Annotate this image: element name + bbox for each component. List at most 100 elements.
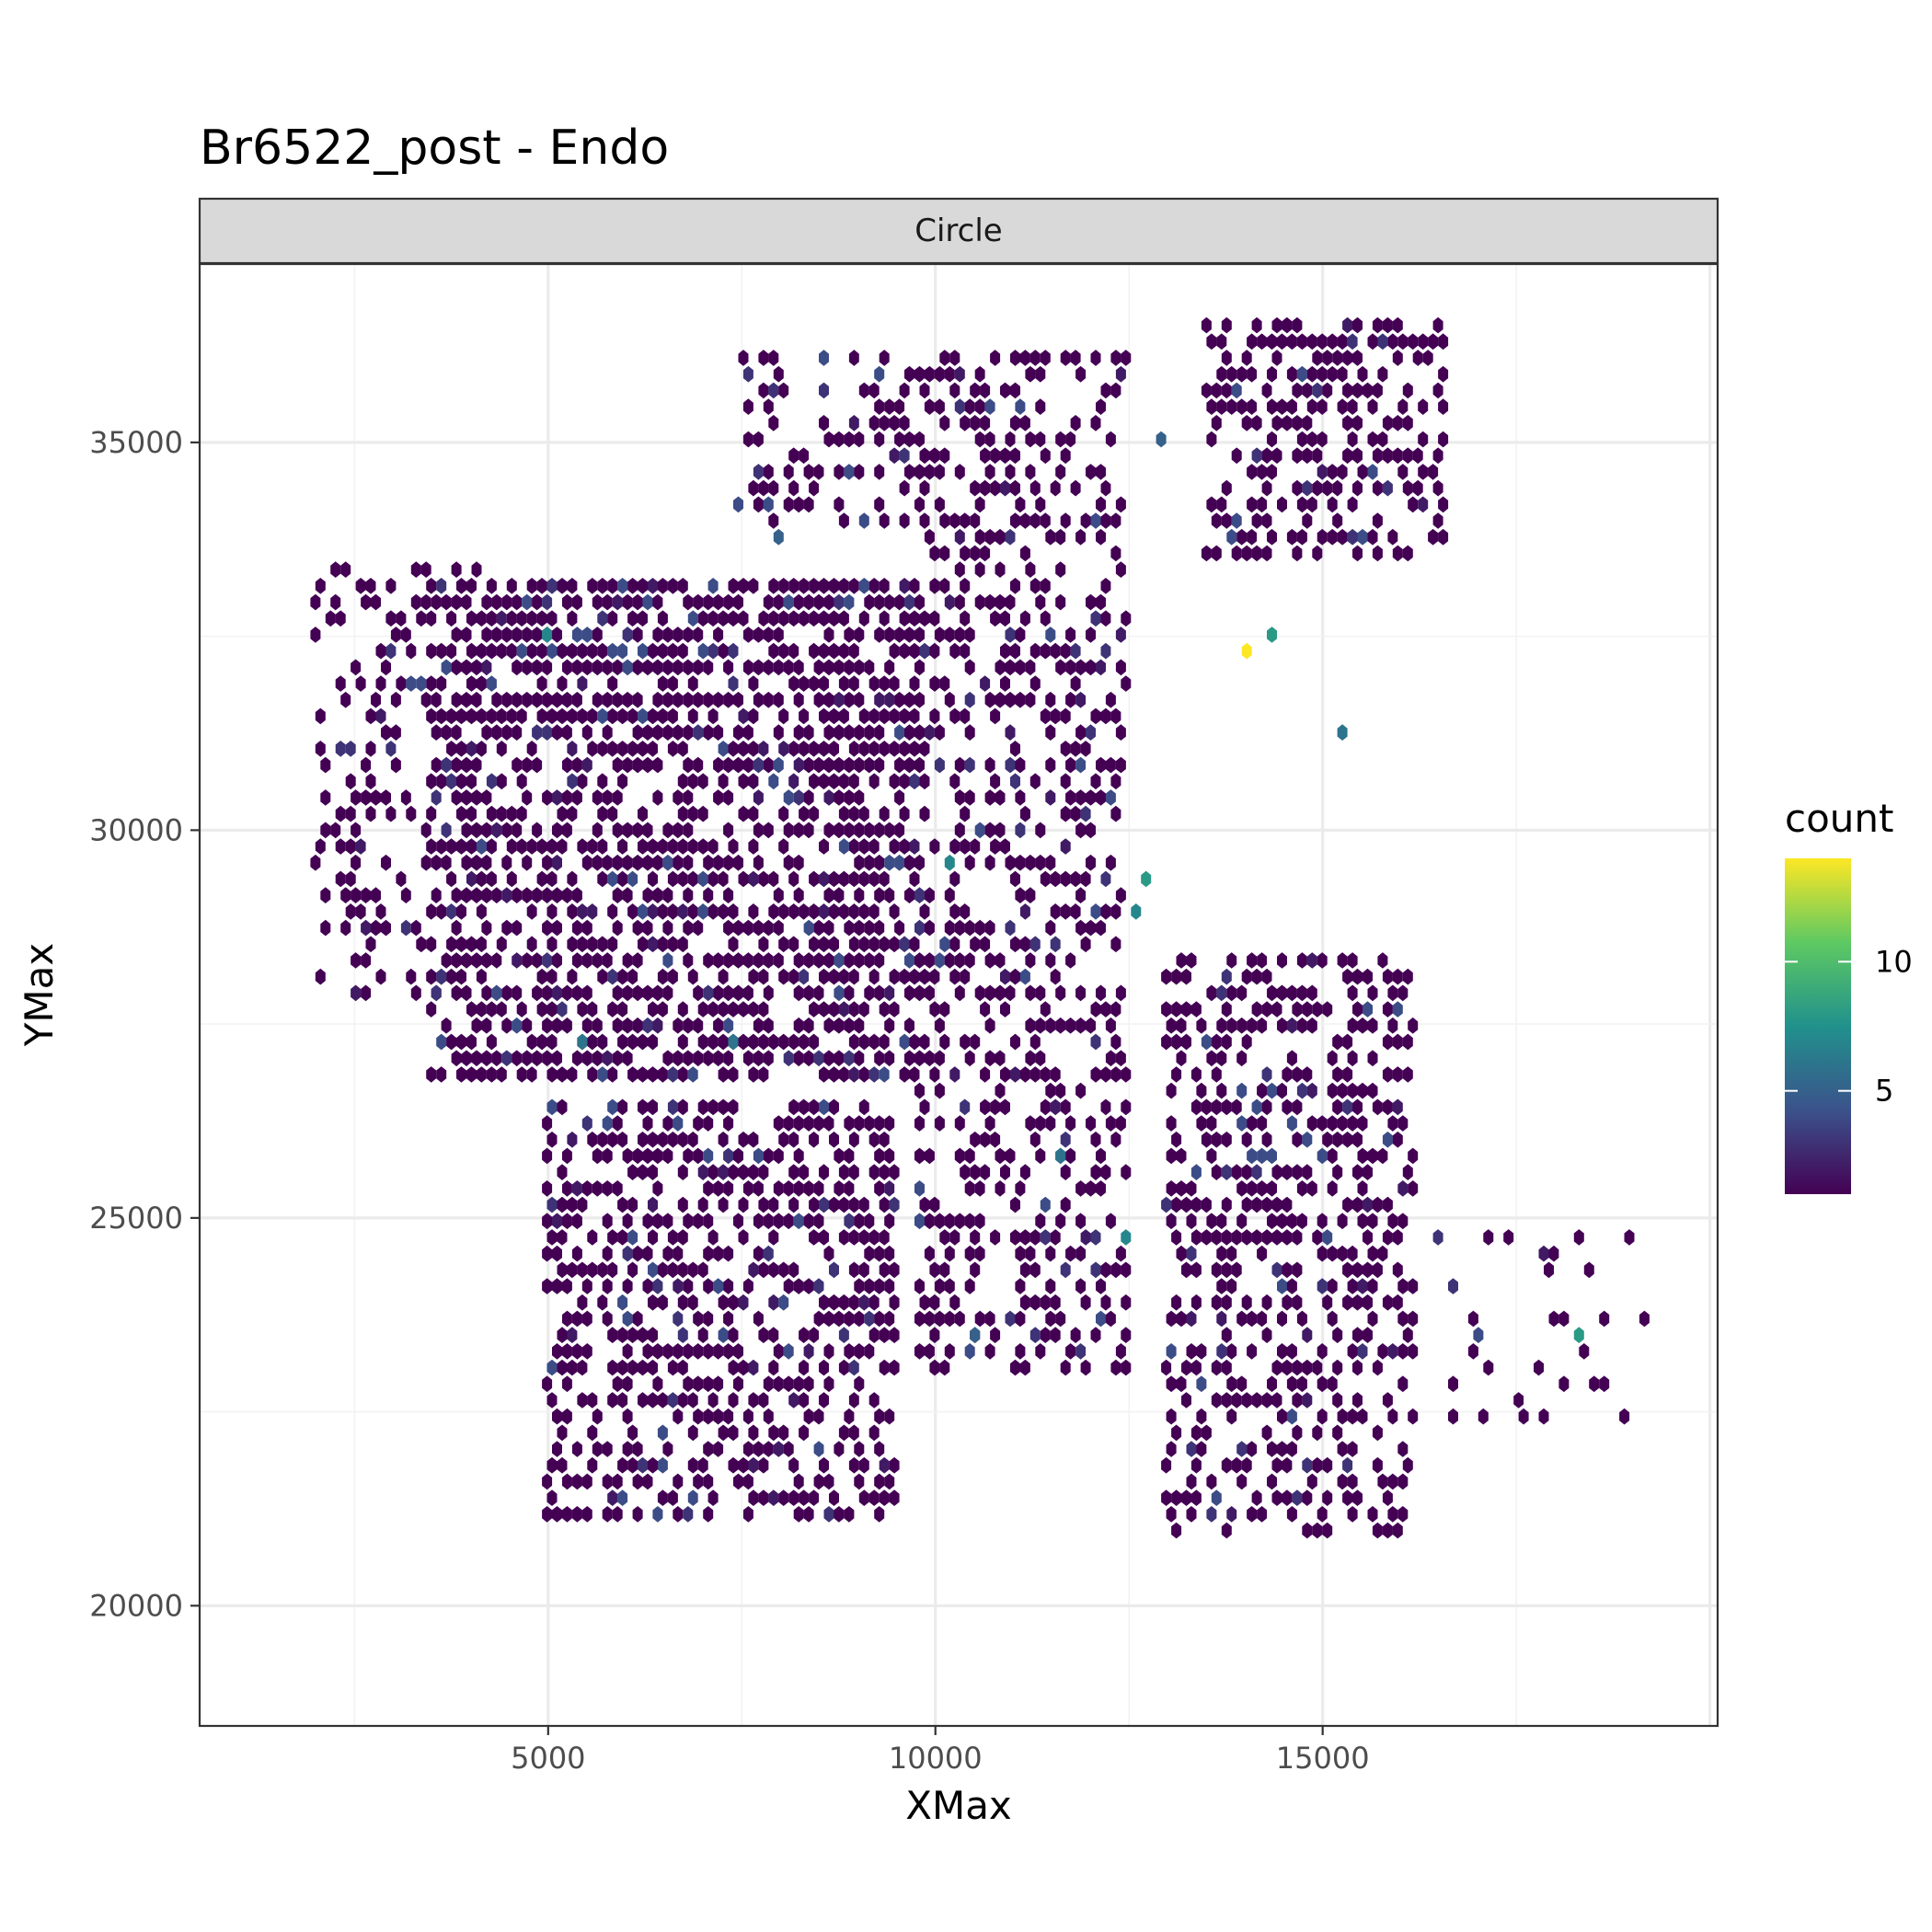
hex-bin [1055, 593, 1066, 611]
hex-bin [1236, 398, 1248, 415]
hex-bin [622, 854, 633, 871]
hex-bin [632, 1245, 643, 1262]
hex-bin [803, 1506, 814, 1523]
hex-bin [848, 1359, 859, 1376]
hex-bin [899, 578, 910, 594]
hex-bin [874, 984, 885, 1002]
hex-bin [1029, 642, 1041, 660]
hex-bin [627, 1261, 638, 1279]
hex-bin [949, 512, 960, 529]
hex-bin [1211, 1294, 1222, 1311]
hex-bin [995, 789, 1006, 806]
hex-bin [648, 1261, 658, 1279]
hex-bin [587, 936, 598, 953]
hex-bin [381, 659, 391, 676]
hex-bin [1000, 479, 1010, 497]
hex-bin [758, 741, 769, 757]
hex-bin [677, 578, 688, 594]
hex-bin [884, 1245, 895, 1262]
hex-bin [1080, 805, 1091, 822]
hex-bin [1115, 1115, 1126, 1132]
hex-bin [1282, 316, 1293, 334]
hex-bin [522, 627, 533, 643]
hex-bin [451, 887, 462, 903]
hex-bin [889, 1327, 900, 1343]
hex-bin [667, 1066, 678, 1083]
hex-bin [1317, 1147, 1328, 1165]
hex-bin [1352, 1294, 1363, 1311]
hex-bin [868, 870, 880, 888]
hex-bin [1115, 365, 1126, 383]
hex-bin [783, 1278, 794, 1294]
hex-bin [602, 1310, 613, 1328]
hex-bin [960, 805, 971, 822]
hex-bin [838, 1294, 849, 1311]
hex-bin [919, 903, 930, 920]
hex-bin [546, 1359, 558, 1376]
hex-bin [1267, 1147, 1277, 1165]
hex-bin [874, 691, 885, 708]
hex-bin [914, 952, 925, 969]
hex-bin [713, 1017, 724, 1034]
hex-bin [788, 773, 799, 790]
hex-bin [648, 1131, 658, 1148]
hex-bin [1060, 773, 1071, 790]
hex-bin [848, 968, 859, 985]
hex-bin [1166, 1017, 1177, 1034]
hex-bin [1392, 1294, 1403, 1311]
hex-bin [799, 1392, 810, 1409]
hex-bin [612, 1180, 623, 1197]
hex-bin [1548, 1310, 1559, 1328]
hex-bin [738, 870, 749, 888]
hex-bin [648, 1098, 658, 1116]
hex-bin [763, 1441, 774, 1457]
hex-bin [617, 642, 628, 660]
hex-bin [858, 512, 869, 529]
hex-bin [461, 659, 472, 676]
hex-bin [1100, 707, 1111, 725]
hex-bin [652, 1213, 663, 1230]
hex-bin [904, 1017, 914, 1034]
hex-bin [819, 1066, 829, 1083]
hex-bin [632, 822, 643, 839]
hex-bin [1286, 333, 1297, 351]
hex-bin [592, 1180, 603, 1197]
hex-bin [436, 642, 447, 660]
hex-bin [1467, 1310, 1478, 1328]
hex-bin [748, 773, 759, 790]
hex-bin [1372, 316, 1383, 334]
hex-bin [542, 1375, 553, 1393]
hex-bin [677, 1066, 688, 1083]
hex-bin [848, 741, 859, 757]
hex-bin [974, 1180, 985, 1197]
hex-bin [713, 854, 724, 871]
hex-bin [557, 707, 568, 725]
hex-bin [1055, 1310, 1066, 1328]
hex-bin [838, 675, 849, 692]
hex-bin [799, 1164, 810, 1180]
hex-bin [657, 936, 668, 953]
hex-bin [1075, 691, 1087, 708]
hex-bin [1357, 1343, 1368, 1360]
hex-bin [1216, 365, 1227, 383]
hex-bin [858, 610, 869, 627]
hex-bin [1110, 903, 1121, 920]
hex-bin [542, 1050, 553, 1067]
hex-bin [1090, 1131, 1101, 1148]
hex-bin [914, 464, 925, 480]
hex-bin [632, 919, 643, 937]
hex-bin [632, 593, 643, 611]
hex-bin [571, 691, 582, 708]
hex-bin [819, 382, 829, 399]
hex-bin [693, 1213, 704, 1230]
hex-bin [426, 968, 437, 985]
hex-bin [1337, 1082, 1348, 1099]
hex-bin [481, 789, 492, 806]
hex-bin [648, 707, 658, 725]
hex-bin [904, 952, 914, 969]
hex-bin [1060, 1359, 1071, 1376]
hex-bin [1060, 838, 1071, 855]
hex-bin [889, 1489, 900, 1506]
hex-bin [1337, 398, 1348, 415]
hex-bin [1397, 1343, 1409, 1360]
